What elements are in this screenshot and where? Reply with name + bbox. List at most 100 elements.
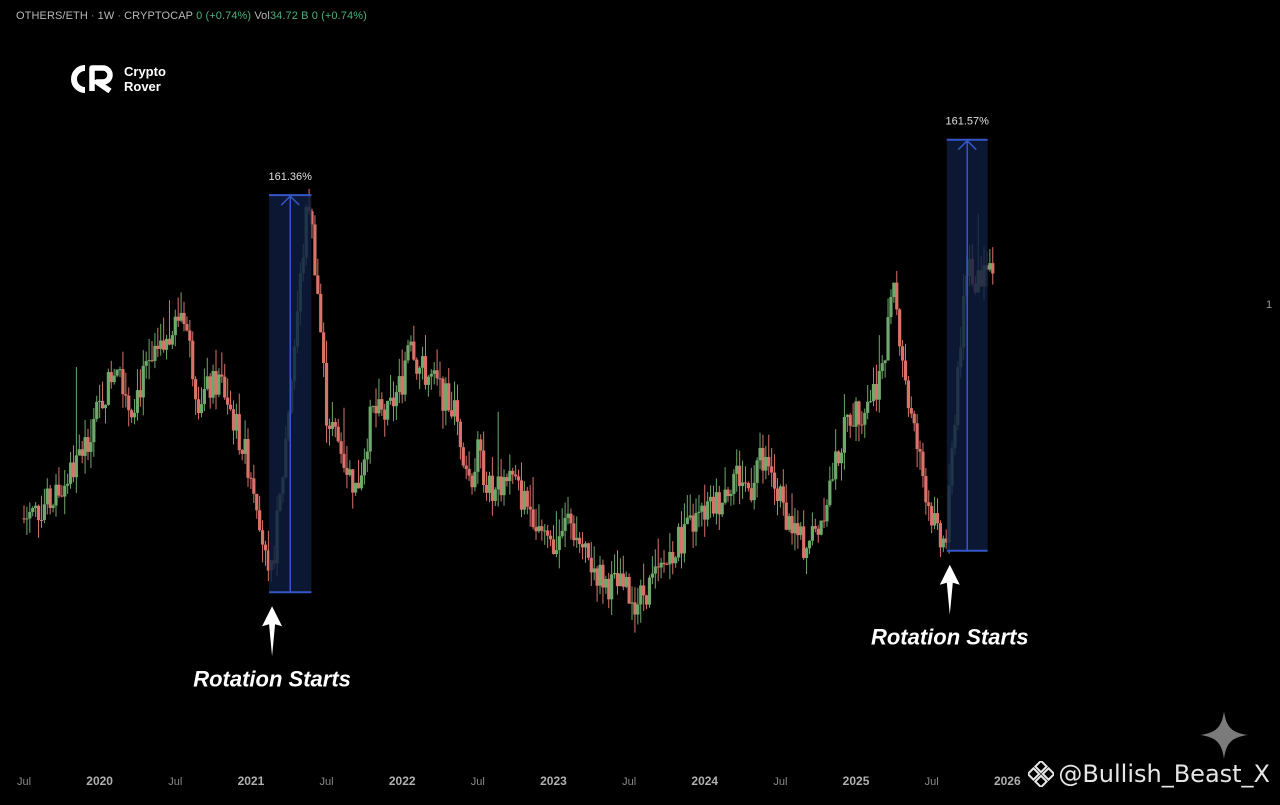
candle-body (653, 566, 657, 574)
candle-body (784, 502, 788, 530)
candle-body (313, 224, 317, 276)
candle-body (944, 538, 948, 543)
candle-body (528, 506, 532, 510)
candle-body (778, 486, 782, 501)
candle-body (804, 548, 809, 559)
candle-body (688, 515, 692, 518)
x-tick-label: 2023 (540, 774, 567, 788)
candle-body (903, 360, 908, 381)
symbol-header: OTHERS/ETH · 1W · CRYPTOCAP 0 (+0.74%) Vol34… (16, 10, 367, 22)
candle-body (432, 370, 436, 374)
candle-body (429, 373, 433, 377)
candle-body (138, 390, 142, 398)
candle-body (130, 410, 134, 418)
vol-label: Vol (254, 10, 270, 22)
candle-body (60, 495, 64, 497)
candle-body (167, 338, 172, 345)
candle-body (720, 502, 724, 515)
candle-body (642, 585, 646, 596)
candle-body (103, 404, 108, 409)
measure-percent-label: 161.57% (946, 116, 990, 128)
candle-body (124, 394, 128, 396)
candle-body (34, 505, 38, 508)
candle-body (80, 449, 84, 456)
candle-body (740, 482, 745, 487)
candle-body (420, 356, 425, 368)
candle-body (749, 488, 753, 501)
candle-body (109, 372, 113, 383)
candle-body (458, 421, 462, 448)
candle-body (909, 408, 913, 414)
candle-body (848, 414, 852, 426)
candle-body (336, 426, 340, 442)
candle-body (717, 492, 721, 515)
candle-body (92, 418, 96, 443)
binance-icon (1028, 761, 1055, 787)
candle-body (531, 509, 535, 528)
candle-body (612, 572, 617, 575)
candle-body (86, 437, 90, 452)
candle-body (706, 501, 710, 520)
candle-body (380, 399, 384, 410)
candle-body (476, 439, 480, 472)
candle-body (930, 506, 934, 526)
interval-label[interactable]: 1W (97, 10, 115, 22)
sparkle-icon (1198, 709, 1250, 766)
x-tick-label: 2026 (994, 774, 1021, 788)
candle-body (362, 459, 366, 476)
measure-percent-label: 161.36% (269, 171, 313, 183)
candle-body (877, 371, 881, 400)
candle-body (726, 489, 730, 497)
candle-body (461, 447, 465, 466)
candle-body (912, 413, 916, 424)
candle-body (496, 476, 500, 490)
candle-body (263, 544, 268, 551)
candle-body (412, 341, 416, 360)
candle-body (906, 380, 910, 409)
candle-body (927, 502, 931, 507)
candle-body (231, 409, 236, 431)
candle-body (679, 526, 684, 554)
candle-body (514, 474, 518, 477)
candle-body (208, 376, 212, 398)
right-axis-tick: 1 (1266, 299, 1272, 311)
candle-body (45, 488, 49, 505)
candles-layer (22, 188, 995, 633)
candle-body (260, 530, 265, 545)
candle-body (898, 309, 902, 347)
candle-body (921, 451, 925, 477)
candle-body (595, 568, 599, 586)
candle-body (746, 483, 750, 489)
candle-body (767, 457, 771, 467)
candle-body (708, 496, 713, 502)
candle-body (618, 573, 622, 587)
candle-body (639, 585, 643, 605)
candle-body (351, 469, 355, 493)
candle-body (624, 576, 628, 587)
symbol-label[interactable]: OTHERS/ETH (16, 10, 88, 22)
candle-body (418, 367, 422, 374)
candle-body (377, 399, 381, 414)
candle-body (223, 376, 227, 398)
candle-body (39, 519, 44, 521)
candle-body (863, 412, 867, 425)
candle-body (548, 535, 553, 540)
candle-body (423, 356, 428, 385)
candle-body (156, 345, 160, 349)
candle-body (598, 564, 602, 586)
candle-body (191, 340, 195, 380)
candle-body (674, 557, 678, 564)
candle-body (668, 551, 672, 565)
candle-body (490, 475, 494, 501)
candle-body (435, 370, 439, 379)
candle-body (860, 424, 864, 426)
candle-body (790, 516, 794, 534)
candle-body (836, 451, 841, 464)
candle-body (540, 526, 544, 531)
candle-body (842, 416, 846, 453)
candle-body (106, 372, 110, 405)
candle-body (516, 476, 521, 481)
cr-logo-icon (71, 65, 113, 94)
candle-body (345, 467, 349, 475)
candle-body (342, 453, 346, 468)
